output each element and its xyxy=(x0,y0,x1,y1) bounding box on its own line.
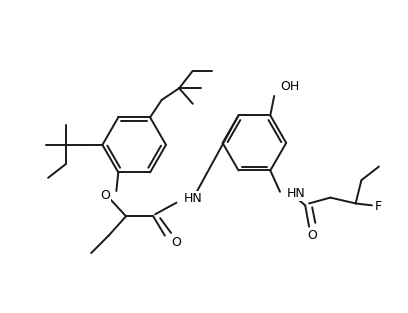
Text: O: O xyxy=(171,236,181,249)
Text: HN: HN xyxy=(184,192,202,205)
Text: O: O xyxy=(100,189,111,202)
Text: O: O xyxy=(307,229,317,242)
Text: OH: OH xyxy=(280,80,299,93)
Text: HN: HN xyxy=(287,187,306,200)
Text: F: F xyxy=(375,200,382,213)
